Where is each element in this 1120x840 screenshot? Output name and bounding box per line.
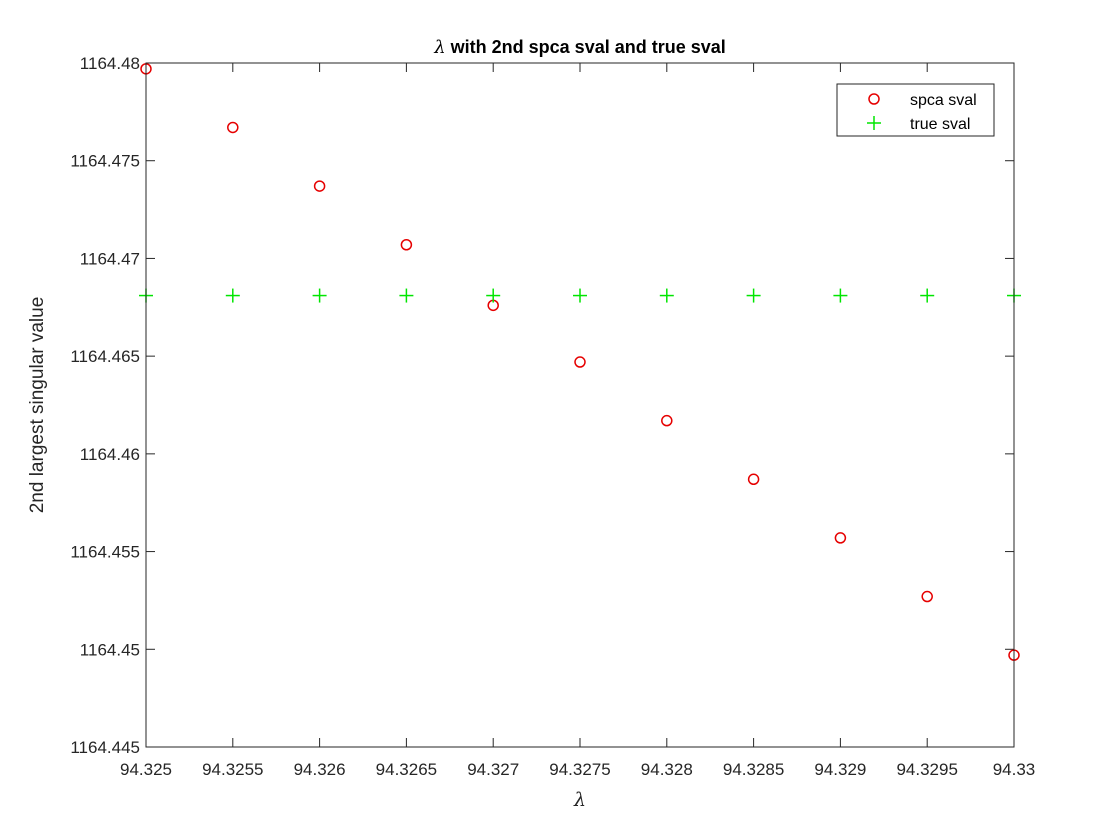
true-point	[920, 288, 935, 303]
y-tick-label: 1164.455	[70, 543, 140, 562]
y-tick-label: 1164.475	[70, 152, 140, 171]
legend-marker-spca	[868, 93, 880, 105]
x-tick-label: 94.3295	[896, 760, 957, 779]
true-point	[573, 288, 587, 303]
y-tick-label: 1164.445	[70, 738, 140, 757]
legend-box	[836, 83, 995, 137]
spca-point	[834, 532, 847, 544]
spca-point	[313, 180, 326, 192]
y-tick-label: 1164.47	[80, 249, 140, 268]
x-tick-label: 94.3275	[549, 760, 610, 779]
true-point	[225, 288, 240, 303]
chart-title-symbol: λ	[433, 37, 445, 58]
legend-label-spca: spca sval	[910, 92, 977, 109]
chart-title-text: with 2nd spca sval and true sval	[446, 37, 726, 57]
y-tick-label: 1164.46	[80, 445, 140, 464]
true-point	[486, 288, 501, 303]
legend: spca sval true sval	[836, 83, 995, 137]
true-point	[659, 288, 674, 303]
spca-point	[227, 121, 239, 134]
spca-point	[747, 473, 760, 486]
x-tick-label: 94.328	[641, 760, 693, 779]
y-axis-label: 2nd largest singular value	[27, 297, 48, 514]
x-tick-label: 94.327	[467, 760, 519, 779]
x-tick-label: 94.33	[993, 760, 1036, 779]
true-point	[399, 288, 414, 303]
y-tick-label: 1164.48	[80, 54, 140, 73]
x-tick-label: 94.325	[120, 760, 172, 779]
x-tick-label: 94.329	[814, 760, 866, 779]
spca-point	[400, 238, 413, 251]
chart-title: λ with 2nd spca sval and true sval	[433, 37, 726, 58]
true-point	[833, 288, 848, 303]
plot-area	[146, 63, 1014, 747]
legend-symbol-circle	[868, 93, 880, 105]
legend-symbol-plus	[867, 116, 881, 130]
true-point	[312, 288, 327, 303]
true-point	[746, 288, 761, 303]
legend-label-true: true sval	[910, 116, 970, 133]
legend-marker-true	[867, 116, 881, 130]
series-true-sval	[139, 288, 1021, 303]
series-spca-sval	[140, 63, 1020, 661]
spca-point	[661, 414, 673, 427]
y-tick-label: 1164.465	[70, 347, 140, 366]
x-axis-label: λ	[573, 789, 586, 811]
y-tick-label: 1164.45	[80, 640, 140, 659]
axis-tick-labels: 94.325 94.3255 94.326 94.3265 94.327 94.3275 9…	[70, 54, 1035, 779]
spca-point	[921, 590, 933, 603]
x-tick-label: 94.326	[294, 760, 346, 779]
data-marks	[139, 63, 1021, 661]
axes-box	[145, 62, 1015, 748]
x-tick-label: 94.3265	[376, 760, 437, 779]
spca-point	[574, 356, 586, 368]
x-tick-label: 94.3285	[723, 760, 784, 779]
x-tick-label: 94.3255	[202, 760, 263, 779]
